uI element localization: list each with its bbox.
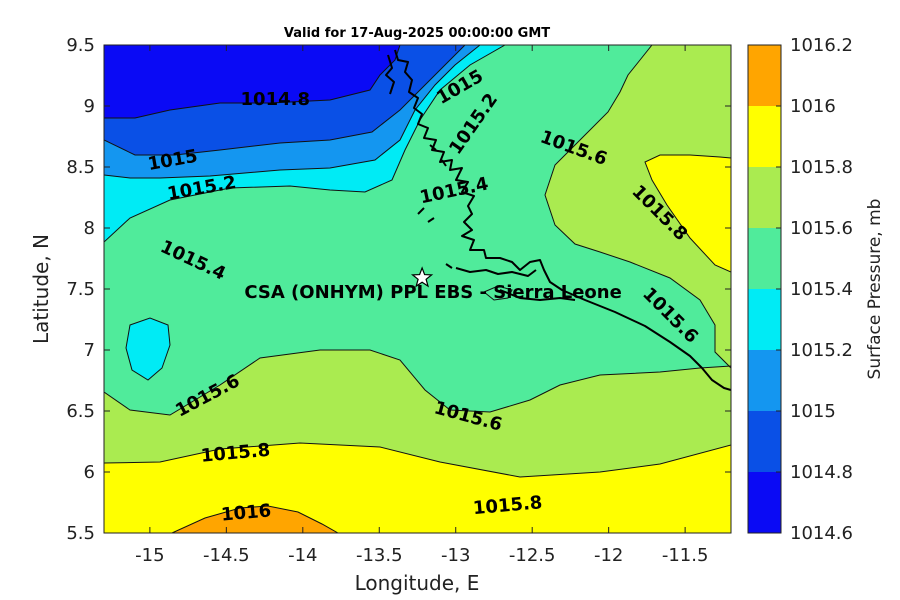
y-tick-label: 9.5 — [66, 35, 95, 56]
contour-line-1015.6-north — [544, 45, 731, 369]
contour-line-1014.8 — [104, 45, 401, 119]
colorbar-tick-label: 1014.8 — [790, 462, 853, 483]
colorbar-segment — [748, 167, 781, 228]
colorbar-tick-label: 1016.2 — [790, 35, 853, 56]
x-tick-label: -15 — [135, 545, 164, 566]
y-axis-label: Latitude, N — [29, 234, 53, 344]
contour-line-1015.4-bubble — [125, 317, 171, 381]
x-axis-label: Longitude, E — [355, 571, 480, 595]
colorbar-segment — [748, 289, 781, 350]
y-tick-label: 6 — [84, 462, 95, 483]
fill-1015.4 — [104, 45, 731, 415]
colorbar-tick-label: 1015.6 — [790, 218, 853, 239]
colorbar-segment — [748, 106, 781, 167]
contour-line-1015.8-south — [104, 442, 731, 478]
coastline-bay — [499, 289, 576, 301]
colorbar-segment — [748, 472, 781, 533]
colorbar-segment — [748, 45, 781, 106]
contour-line-1015.8-east — [644, 154, 731, 273]
contour-line-1015.6-south — [104, 349, 731, 416]
x-tick-label: -14 — [288, 545, 317, 566]
coastline-north-inlet — [385, 54, 395, 95]
x-tick-label: -11.5 — [662, 545, 709, 566]
coastline-estuary — [455, 267, 537, 277]
colorbar-segment — [748, 350, 781, 411]
y-tick-label: 5.5 — [66, 523, 95, 544]
colorbar-tick-label: 1015.8 — [790, 157, 853, 178]
fill-1016 — [172, 506, 338, 533]
y-axis: 5.5 6 6.5 7 7.5 8 8.5 9 9.5 — [66, 35, 731, 544]
y-tick-label: 8.5 — [66, 157, 95, 178]
colorbar-segment — [748, 228, 781, 289]
colorbar-label: Surface Pressure, mb — [865, 199, 885, 380]
contour-line-1015 — [104, 45, 466, 156]
fill-1015.8-east — [645, 155, 731, 272]
coastline — [385, 49, 731, 391]
contour-line-1015.4-north — [104, 45, 506, 243]
fill-1015.2-west — [126, 318, 170, 380]
x-tick-label: -13.5 — [356, 545, 403, 566]
site-star-icon — [410, 266, 434, 288]
x-axis: -15 -14.5 -14 -13.5 -13 -12.5 -12 -11.5 — [135, 45, 708, 566]
colorbar-tick-label: 1016 — [790, 96, 836, 117]
y-tick-label: 7.5 — [66, 279, 95, 300]
coastline-path — [394, 49, 731, 391]
x-tick-label: -13 — [441, 545, 470, 566]
contour-label: 1016 — [220, 500, 272, 525]
contour-line-1015.2 — [104, 45, 481, 179]
colorbar-tick-label: 1015.4 — [790, 279, 853, 300]
chart-title: Valid for 17-Aug-2025 00:00:00 GMT — [284, 26, 550, 41]
colorbar-segment — [748, 411, 781, 472]
y-tick-label: 8 — [84, 218, 95, 239]
contour-lines — [104, 45, 731, 533]
y-tick-label: 7 — [84, 340, 95, 361]
x-tick-label: -12.5 — [509, 545, 556, 566]
colorbar-tick-label: 1015.2 — [790, 340, 853, 361]
x-tick-label: -14.5 — [203, 545, 250, 566]
contour-label: 1014.8 — [241, 89, 310, 110]
contour-line-1016 — [171, 505, 339, 533]
y-tick-label: 6.5 — [66, 401, 95, 422]
site-label: CSA (ONHYM) PPL EBS - Sierra Leone — [244, 282, 621, 303]
y-tick-label: 9 — [84, 96, 95, 117]
coastline-islands — [417, 144, 453, 269]
colorbar-tick-label: 1015 — [790, 401, 836, 422]
colorbar: 1014.6 1014.8 1015 1015.2 1015.4 1015.6 1015.8… — [747, 35, 853, 544]
site-marker: CSA (ONHYM) PPL EBS - Sierra Leone — [244, 266, 622, 303]
colorbar-tick-label: 1014.6 — [790, 523, 853, 544]
x-tick-label: -12 — [594, 545, 623, 566]
